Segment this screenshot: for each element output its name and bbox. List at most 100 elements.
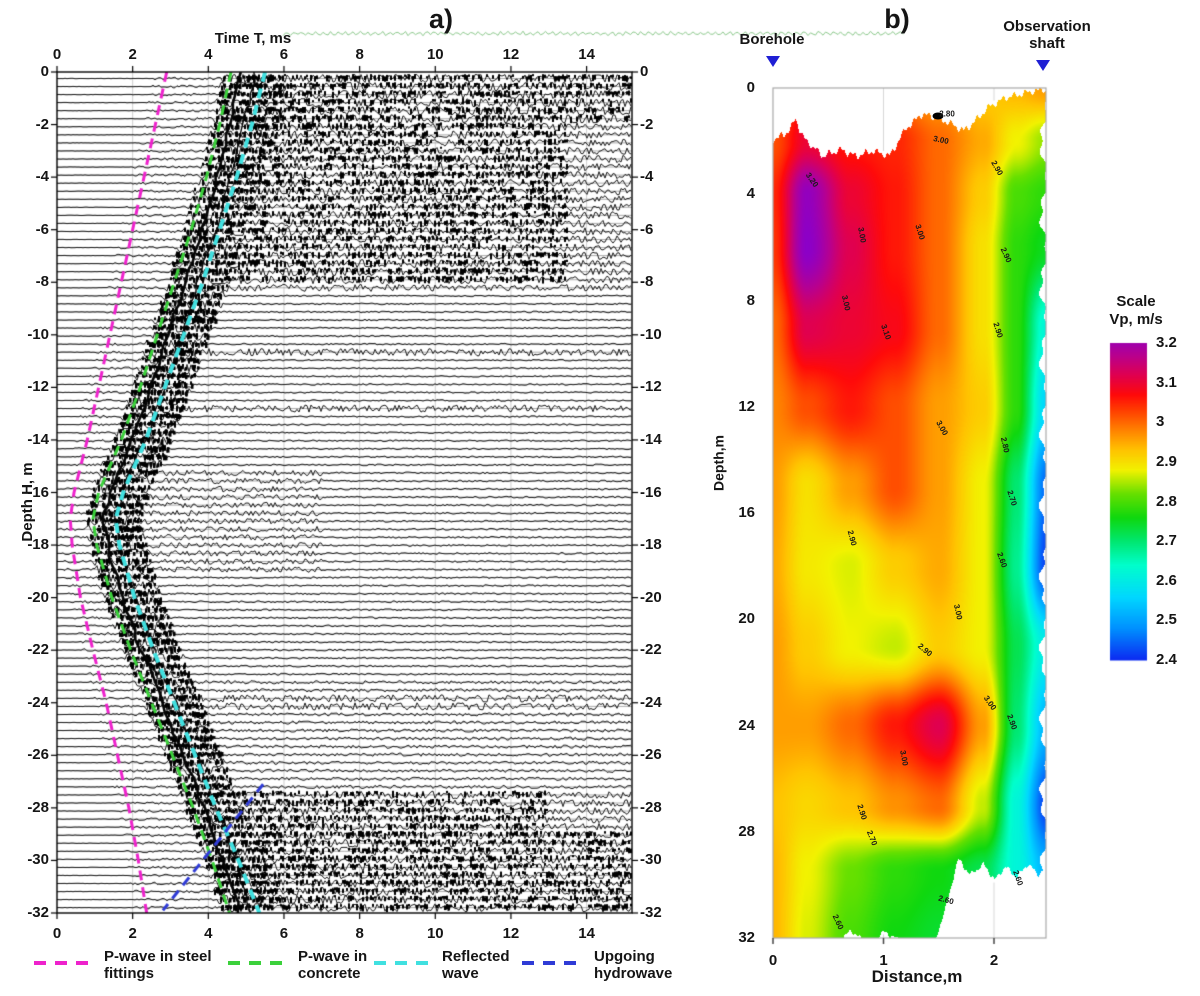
x-tick-label-bottom: 12 [502,925,520,943]
depth-axis-title-a: Depth H, m [19,462,37,542]
y-tick-label-right: -14 [640,431,662,449]
depth-tick-label-b: 8 [746,291,755,309]
distance-axis-title: Distance,m [871,967,963,987]
y-tick-label-left: -10 [27,325,49,343]
x-tick-label-bottom: 14 [578,925,595,943]
distance-tick-label: 0 [768,952,778,970]
colorbar-tick-label: 2.8 [1156,492,1177,510]
legend-dash-swatch [374,961,430,965]
y-tick-label-left: -24 [27,693,49,711]
colorbar-tick-label: 2.5 [1156,611,1177,629]
y-tick-label-left: -26 [27,746,49,764]
y-tick-label-left: -14 [27,431,49,449]
colorbar-title-line2: Vp, m/s [1109,311,1163,329]
y-tick-label-right: -16 [640,483,662,501]
y-tick-label-right: -28 [640,799,662,816]
x-tick-label-bottom: 10 [426,925,444,943]
distance-tick-label: 2 [989,952,999,970]
colorbar-title-line1: Scale [1116,293,1156,311]
depth-tick-label-b: 12 [738,397,755,415]
y-tick-label-right: -22 [640,641,662,659]
y-tick-label-left: -16 [27,483,49,501]
y-tick-label-left: -30 [27,851,49,869]
x-tick-label-top: 14 [578,46,595,64]
colorbar-tick-label: 2.6 [1156,571,1177,589]
y-tick-label-left: 0 [40,63,49,81]
y-tick-label-right: -24 [640,693,662,711]
y-tick-label-right: 0 [640,63,649,81]
legend-label-line2: wave [442,965,479,983]
panel-a-label: a) [428,3,454,34]
borehole-label: Borehole [739,31,805,49]
depth-tick-label-b: 28 [738,822,755,840]
x-tick-label-bottom: 4 [204,925,213,943]
y-tick-label-right: -20 [640,588,662,606]
contour-label: 2.80 [939,109,955,119]
y-tick-label-right: -26 [640,746,662,764]
x-tick-label-bottom: 8 [355,925,364,943]
y-tick-label-right: -30 [640,851,662,869]
colorbar-tick-label: 2.4 [1156,651,1177,669]
y-tick-label-right: -10 [640,325,662,343]
panel-b-label: b) [884,3,910,34]
observation-shaft-label-line2: shaft [1029,35,1065,53]
x-tick-label-bottom: 2 [128,925,137,943]
y-tick-label-right: -12 [640,378,662,396]
y-tick-label-right: -2 [640,115,654,133]
borehole-marker-icon [766,56,780,67]
legend-label-line2: fittings [104,965,154,983]
depth-tick-label-b: 24 [738,716,755,734]
contour-peak-dot [932,112,944,120]
x-tick-label-top: 12 [502,46,520,64]
y-tick-label-left: -4 [35,168,49,186]
y-tick-label-left: -28 [27,799,49,816]
x-tick-label-top: 2 [128,46,137,64]
depth-tick-label-b: 16 [738,504,755,522]
y-tick-label-left: -18 [27,536,49,554]
colorbar-tick-label: 2.9 [1156,453,1177,470]
y-tick-label-right: -6 [640,220,654,238]
x-tick-label-bottom: 6 [279,925,289,943]
depth-tick-label-b: 20 [738,610,755,628]
y-tick-label-right: -32 [640,904,662,922]
colorbar-tick-label: 3.1 [1156,373,1177,391]
x-tick-label-bottom: 0 [52,925,62,943]
legend-label-line1: P-wave in steel [104,948,212,966]
legend-label-line2: concrete [298,965,361,983]
legend-dash-swatch [522,961,578,965]
distance-tick-label: 1 [879,952,888,970]
y-tick-label-left: -8 [35,273,49,291]
depth-tick-label-b: 4 [746,185,755,203]
y-tick-label-left: -32 [27,904,49,922]
depth-tick-label-b: 0 [746,79,755,97]
y-tick-label-left: -22 [27,641,49,659]
depth-tick-label-b: 32 [738,929,755,947]
colorbar-tick-label: 3.2 [1156,334,1177,352]
observation-shaft-marker-icon [1036,60,1050,71]
legend-label-line2: hydrowave [594,965,673,983]
observation-shaft-label-line1: Observation [1003,18,1091,36]
legend-dash-swatch [228,961,284,965]
y-tick-label-right: -8 [640,273,654,291]
y-tick-label-left: -6 [35,220,49,238]
x-tick-label-top: 0 [52,46,62,64]
y-tick-label-left: -20 [27,588,49,606]
y-tick-label-left: -2 [35,115,49,133]
depth-axis-title-b: Depth,m [710,435,727,491]
legend-label-line1: Reflected [442,948,510,966]
colorbar-tick-label: 2.7 [1156,532,1177,550]
x-tick-label-top: 10 [426,46,444,64]
legend-label-line1: Upgoing [594,948,655,966]
legend-dash-swatch [34,961,90,965]
x-tick-label-top: 8 [355,46,364,64]
x-tick-label-top: 6 [279,46,289,64]
y-tick-label-right: -4 [640,168,654,186]
x-tick-label-top: 4 [204,46,213,64]
legend-label-line1: P-wave in [298,948,368,966]
y-tick-label-left: -12 [27,378,49,396]
time-axis-title: Time T, ms [214,30,292,48]
colorbar-tick-label: 3 [1156,413,1165,431]
y-tick-label-right: -18 [640,536,662,554]
